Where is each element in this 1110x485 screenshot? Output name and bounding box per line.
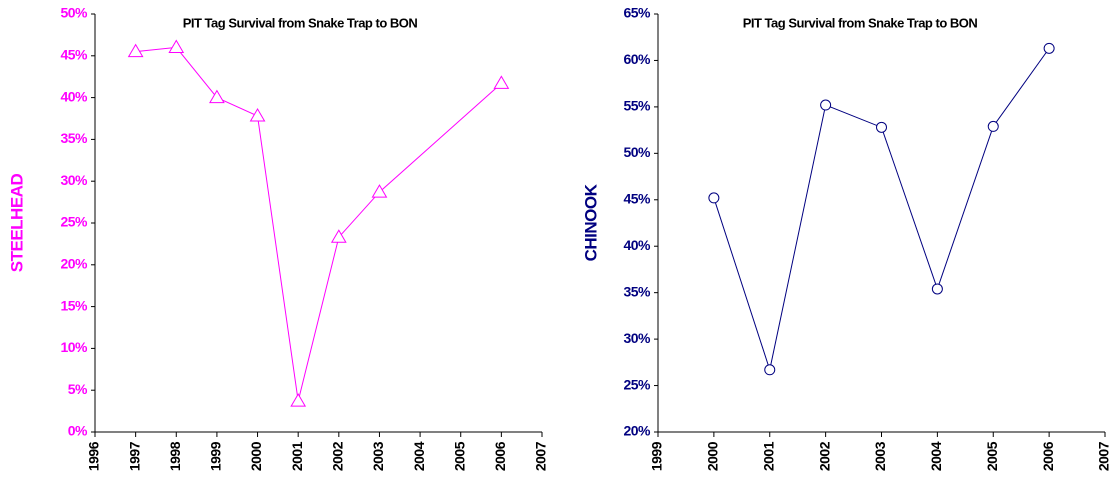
y-tick-label: 20% (623, 423, 651, 439)
x-tick-label: 2001 (760, 441, 776, 471)
x-tick-label: 1999 (649, 441, 665, 471)
x-tick-label: 2002 (816, 441, 832, 471)
marker (876, 121, 887, 133)
x-tick-label: 2003 (872, 441, 888, 471)
y-tick-label: 30% (60, 172, 88, 188)
x-tick-label: 2006 (492, 441, 508, 471)
y-tick-label: 25% (60, 214, 88, 230)
y-tick-label: 15% (60, 297, 88, 313)
x-tick-label: 1997 (126, 441, 142, 471)
marker (987, 120, 999, 132)
marker (820, 99, 832, 111)
y-tick-label: 30% (623, 330, 651, 346)
y-tick-label: 50% (60, 5, 88, 21)
y-tick-label: 0% (68, 423, 88, 439)
y-tick-label: 60% (623, 51, 651, 67)
marker (708, 192, 720, 204)
marker (764, 364, 776, 376)
y-tick-label: 35% (623, 283, 651, 299)
marker (931, 283, 943, 295)
x-tick-label: 1998 (167, 441, 183, 471)
x-tick-label: 2006 (1040, 441, 1056, 471)
y-axis-label: STEELHEAD (7, 174, 26, 273)
x-tick-label: 2000 (705, 441, 721, 471)
x-tick-label: 1999 (208, 441, 224, 471)
marker (493, 75, 510, 89)
marker (127, 43, 144, 58)
marker (330, 229, 347, 243)
marker (209, 89, 225, 104)
y-tick-label: 25% (623, 376, 651, 392)
x-tick-label: 1996 (86, 441, 102, 471)
y-tick-label: 50% (623, 144, 651, 160)
y-tick-label: 5% (68, 381, 88, 397)
marker (1043, 42, 1055, 54)
marker (371, 184, 388, 198)
y-tick-label: 40% (60, 88, 88, 104)
y-tick-label: 40% (623, 237, 651, 253)
x-tick-label: 2005 (451, 441, 467, 471)
y-tick-label: 55% (623, 98, 651, 114)
y-tick-label: 65% (623, 5, 651, 21)
x-tick-label: 2003 (370, 441, 386, 471)
marker (249, 107, 266, 122)
x-tick-label: 2002 (330, 441, 346, 471)
chart-title: PIT Tag Survival from Snake Trap to BON (743, 15, 978, 30)
series-line (135, 46, 502, 402)
x-tick-label: 2007 (1096, 441, 1110, 471)
y-tick-label: 35% (60, 130, 88, 146)
x-tick-label: 2004 (411, 441, 427, 471)
x-tick-label: 2000 (248, 441, 264, 471)
marker (168, 39, 185, 53)
x-tick-label: 2001 (289, 441, 305, 471)
y-tick-label: 10% (60, 339, 88, 355)
y-tick-label: 45% (60, 47, 88, 63)
y-tick-label: 45% (623, 190, 651, 206)
x-tick-label: 2005 (984, 441, 1000, 471)
series-line (713, 48, 1050, 372)
x-tick-label: 2004 (928, 441, 944, 471)
chart-title: PIT Tag Survival from Snake Trap to BON (183, 15, 418, 30)
y-tick-label: 20% (60, 256, 88, 272)
x-tick-label: 2007 (533, 441, 549, 471)
marker (290, 393, 307, 407)
y-axis-label: CHINOOK (581, 183, 600, 261)
